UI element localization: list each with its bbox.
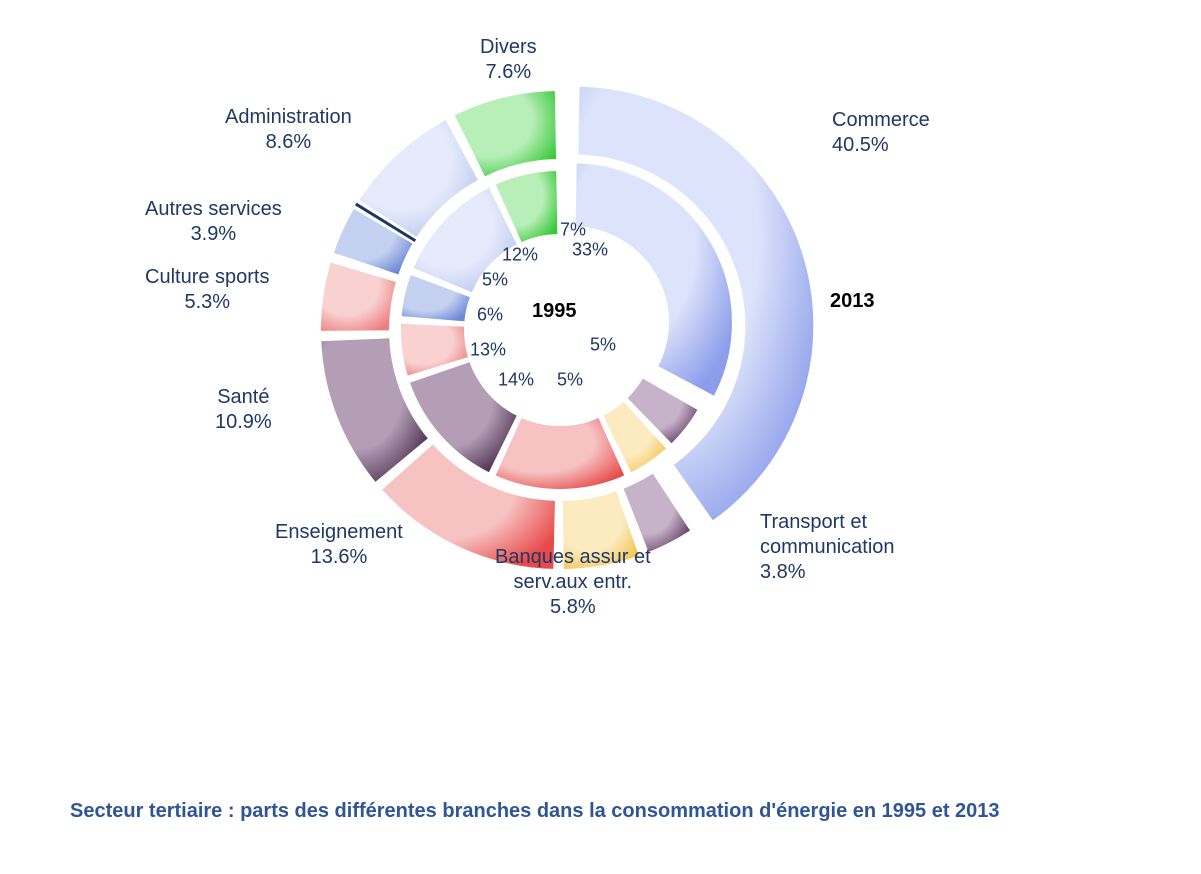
inner-pct-culture: 6% [477, 305, 503, 326]
label-transport: Transport etcommunication3.8% [760, 510, 895, 585]
label-admin: Administration8.6% [225, 105, 352, 155]
year-1995: 1995 [532, 300, 577, 323]
inner-pct-admin: 12% [502, 245, 538, 266]
inner-pct-banques: 5% [557, 370, 583, 391]
label-culture: Culture sports5.3% [145, 265, 270, 315]
label-sante: Santé10.9% [215, 385, 272, 435]
chart-container: Commerce40.5% Transport etcommunication3.… [0, 0, 1201, 874]
inner-pct-enseignement: 14% [498, 370, 534, 391]
label-divers: Divers7.6% [480, 35, 537, 85]
inner-pct-sante: 13% [470, 340, 506, 361]
label-enseignement: Enseignement13.6% [275, 520, 403, 570]
label-commerce: Commerce40.5% [832, 108, 930, 158]
label-autres: Autres services3.9% [145, 197, 282, 247]
chart-caption: Secteur tertiaire : parts des différente… [70, 800, 1000, 823]
inner-pct-autres: 5% [482, 270, 508, 291]
inner-pct-divers: 7% [560, 220, 586, 241]
inner-pct-commerce: 33% [572, 240, 608, 261]
slice-inner-enseignement [494, 417, 625, 490]
inner-pct-transport: 5% [590, 335, 616, 356]
year-2013: 2013 [830, 290, 875, 313]
label-banques: Banques assur etserv.aux entr.5.8% [495, 545, 651, 620]
donut-svg [0, 0, 1201, 874]
